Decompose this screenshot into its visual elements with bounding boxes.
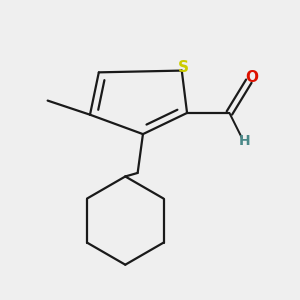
Text: H: H: [239, 134, 250, 148]
Text: O: O: [245, 70, 258, 85]
Text: S: S: [178, 60, 189, 75]
